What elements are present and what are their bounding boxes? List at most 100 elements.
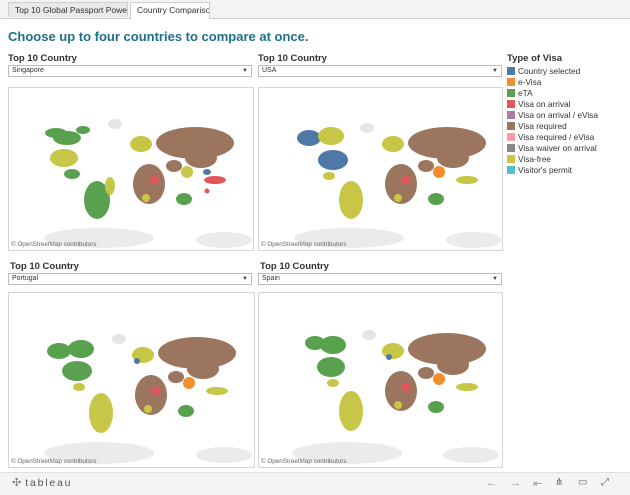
map-1-middle-east [166, 160, 182, 172]
map-panel-3[interactable]: © OpenStreetMap contributors [8, 292, 255, 468]
map-1-russia [156, 127, 234, 159]
map-4-alaska [305, 336, 325, 350]
map-2-attribution: © OpenStreetMap contributors [261, 241, 347, 248]
map-4-africa [385, 371, 417, 411]
footer-toolbar: ✣ tableau ← → ⇤ ⋔ ▭ ⤢ [0, 472, 630, 495]
comment-icon[interactable]: ▭ [578, 477, 588, 488]
map-2-antarctica-east [446, 232, 502, 248]
map-1-india [181, 166, 193, 178]
legend-item-visitors-permit[interactable]: Visitor's permit [507, 165, 572, 175]
legend-label: Visitor's permit [518, 165, 572, 175]
map-3-india [183, 377, 195, 389]
map-3-south-america [89, 393, 113, 433]
legend-label: eTA [518, 88, 533, 98]
legend-item-visa-required[interactable]: Visa required [507, 121, 567, 131]
map-1-africa-voa [149, 176, 159, 184]
country-select-3[interactable]: Portugal ▼ [8, 273, 252, 285]
map-3-australia [178, 405, 194, 417]
legend-swatch [507, 89, 515, 97]
country-select-4[interactable]: Spain ▼ [258, 273, 502, 285]
tableau-logo[interactable]: ✣ tableau [12, 476, 72, 489]
map-1-usa [50, 149, 78, 167]
map-4-china [437, 355, 469, 375]
legend-item-e-visa[interactable]: e-Visa [507, 77, 541, 87]
legend-swatch [507, 122, 515, 130]
chevron-down-icon: ▼ [492, 68, 498, 74]
map-1-greenland [108, 119, 122, 129]
map-1-antarctica-east [196, 232, 252, 248]
country-select-2[interactable]: USA ▼ [258, 65, 502, 77]
map-2-mexico [323, 172, 335, 180]
legend-item-visa-on-arrival[interactable]: Visa on arrival [507, 99, 570, 109]
map-2-canada [318, 127, 344, 145]
legend-item-eta[interactable]: eTA [507, 88, 533, 98]
legend-swatch [507, 166, 515, 174]
map-2-china [437, 148, 469, 168]
map-2-europe [382, 136, 404, 152]
world-map-1 [44, 119, 252, 248]
map-3-alaska [47, 343, 71, 359]
tableau-plus-icon: ✣ [12, 477, 22, 489]
undo-icon[interactable]: ← [486, 477, 497, 489]
map-3-middle-east [168, 371, 184, 383]
legend-label: Visa required [518, 121, 567, 131]
map-3-portugal [134, 358, 140, 364]
legend-swatch [507, 133, 515, 141]
map-2-india [433, 166, 445, 178]
map-3-indonesia [206, 387, 228, 395]
map-4-greenland [362, 330, 376, 340]
legend-label: Visa on arrival / eVisa [518, 110, 598, 120]
map-1-china [185, 148, 217, 168]
revert-icon[interactable]: ⇤ [533, 478, 543, 490]
map-2-australia [428, 193, 444, 205]
country-select-2-value: USA [262, 67, 277, 74]
map-4-usa [317, 357, 345, 377]
map-panel-2[interactable]: © OpenStreetMap contributors [258, 87, 503, 251]
map-2-russia [408, 127, 486, 159]
legend-item-country-selected[interactable]: Country selected [507, 66, 580, 76]
legend-item-visa-waiver-on-arrival[interactable]: Visa waiver on arrival [507, 143, 597, 153]
redo-icon[interactable]: → [510, 477, 521, 489]
legend-label: Visa-free [518, 154, 552, 164]
map-3-usa [62, 361, 92, 381]
map-2-antarctica [294, 228, 404, 248]
legend-swatch [507, 78, 515, 86]
legend-swatch [507, 67, 515, 75]
map-3-antarctica [44, 442, 154, 464]
map-panel-4[interactable]: © OpenStreetMap contributors [258, 292, 503, 468]
map-3-africa-free [144, 405, 152, 413]
chevron-down-icon: ▼ [242, 68, 248, 74]
tab-top-10-global-passport-power[interactable]: Top 10 Global Passport Power ... [8, 2, 128, 17]
country-select-3-value: Portugal [12, 275, 39, 282]
map-1-australia [176, 193, 192, 205]
fullscreen-icon[interactable]: ⤢ [601, 477, 609, 488]
legend-label: Country selected [518, 66, 581, 76]
tab-country-comparison[interactable]: Country Comparison [130, 2, 210, 19]
share-icon[interactable]: ⋔ [555, 477, 564, 488]
map-3-mexico [73, 383, 85, 391]
map-1-pacific-islands [204, 188, 210, 194]
map-2-africa-voa [401, 176, 411, 184]
map-1-attribution: © OpenStreetMap contributors [11, 241, 97, 248]
panel-2-title: Top 10 Country [258, 53, 327, 64]
map-1-antarctica [44, 228, 154, 248]
map-4-mexico [327, 379, 339, 387]
tableau-logo-text: tableau [25, 477, 73, 489]
map-2-greenland [360, 123, 374, 133]
country-select-1[interactable]: Singapore ▼ [8, 65, 252, 77]
map-1-africa [133, 164, 165, 204]
map-4-antarctica-east [443, 447, 499, 463]
map-panel-1[interactable]: © OpenStreetMap contributors [8, 87, 254, 251]
legend-label: Visa waiver on arrival [518, 143, 597, 153]
map-3-china [187, 359, 219, 379]
legend-label: Visa on arrival [518, 99, 571, 109]
legend-swatch [507, 111, 515, 119]
chevron-down-icon: ▼ [242, 276, 248, 282]
map-4-middle-east [418, 367, 434, 379]
chevron-down-icon: ▼ [492, 276, 498, 282]
country-select-4-value: Spain [262, 275, 280, 282]
legend-item-visa-free[interactable]: Visa-free [507, 154, 551, 164]
legend-item-visa-on-arrival-evisa[interactable]: Visa on arrival / eVisa [507, 110, 598, 120]
map-3-attribution: © OpenStreetMap contributors [11, 458, 97, 465]
legend-item-visa-required-evisa[interactable]: Visa required / eVisa [507, 132, 594, 142]
